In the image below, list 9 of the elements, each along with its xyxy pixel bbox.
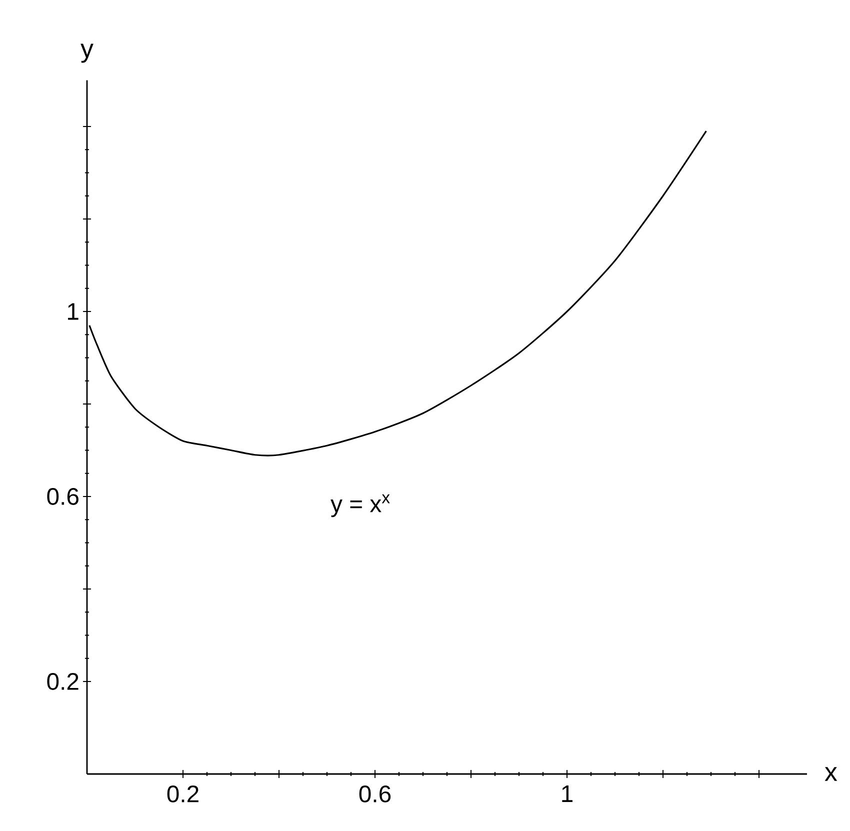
y-axis-title: y xyxy=(80,44,94,63)
y-tick-label: 0.6 xyxy=(47,488,78,505)
y-tick-label: 0.2 xyxy=(47,673,78,690)
x-tick-label: 0.6 xyxy=(359,785,391,802)
x-axis-title: x xyxy=(824,767,838,781)
y-tick-label: 1 xyxy=(68,303,78,320)
annotation: y = x$^{x}$ xyxy=(330,494,390,518)
x-tick-label: 1 xyxy=(562,785,572,802)
x-tick-label: 0.2 xyxy=(167,785,198,802)
